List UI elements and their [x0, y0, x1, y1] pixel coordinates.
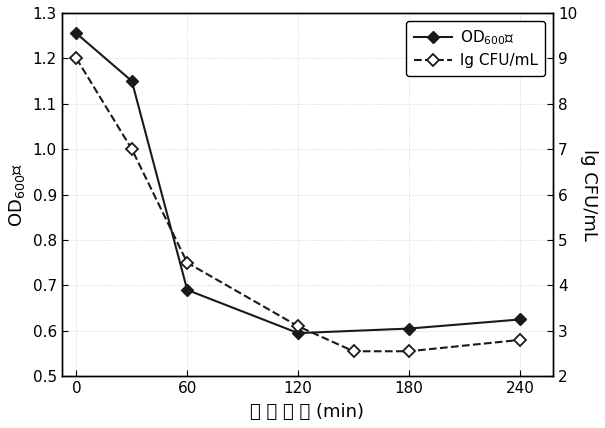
Y-axis label: $\mathrm{OD}_{600}$值: $\mathrm{OD}_{600}$值 — [7, 163, 27, 227]
X-axis label: 诱 导 时 间 (min): 诱 导 时 间 (min) — [250, 403, 364, 421]
Y-axis label: lg CFU/mL: lg CFU/mL — [580, 149, 598, 241]
Legend: $\mathrm{OD}_{600}$值, lg CFU/mL: $\mathrm{OD}_{600}$值, lg CFU/mL — [407, 21, 546, 76]
